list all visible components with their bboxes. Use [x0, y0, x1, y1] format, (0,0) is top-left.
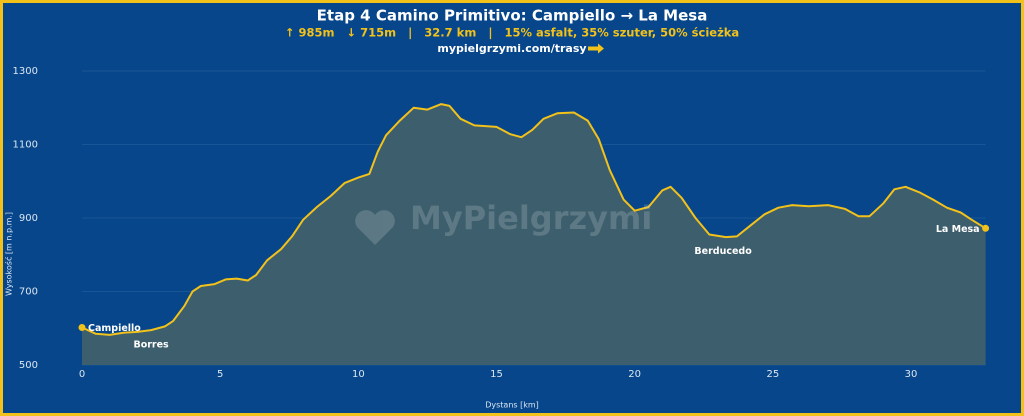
y-tick-label: 1300 [13, 66, 38, 77]
place-label: Campiello [88, 323, 141, 334]
y-tick-label: 900 [19, 213, 38, 224]
link-arrow [588, 43, 604, 54]
x-axis-label: Dystans [km] [485, 401, 539, 410]
x-tick-label: 30 [905, 369, 918, 380]
watermark: MyPielgrzymi [355, 199, 652, 245]
x-tick-label: 10 [352, 369, 365, 380]
y-axis-label: Wysokość [m n.p.m.] [4, 212, 14, 296]
y-tick-label: 500 [19, 360, 38, 371]
chart-title: Etap 4 Camino Primitivo: Campiello → La … [317, 7, 708, 25]
area-fill [82, 104, 986, 365]
endpoint-marker [78, 324, 86, 332]
elevation-line [81, 103, 987, 336]
x-tick-label: 15 [490, 369, 503, 380]
watermark-logo [355, 210, 395, 245]
x-tick-label: 25 [766, 369, 779, 380]
y-tick-label: 700 [19, 287, 38, 298]
endpoint-marker [982, 224, 990, 232]
link[interactable]: mypielgrzymi.com/trasy [437, 42, 586, 55]
watermark-text: MyPielgrzymi [410, 199, 652, 237]
chart-subtitle: ↑ 985m ↓ 715m | 32.7 km | 15% asfalt, 35… [285, 26, 739, 40]
place-label: La Mesa [936, 224, 980, 235]
y-tick-label: 1100 [13, 140, 38, 151]
place-label: Berducedo [694, 246, 752, 257]
plot: 500 700 900 1100 1300 0 5 10 15 20 25 30 Campiello Bo… [13, 66, 990, 380]
x-tick-label: 20 [628, 369, 641, 380]
place-label: Borres [133, 340, 169, 351]
x-tick-label: 5 [217, 369, 223, 380]
x-tick-label: 0 [79, 369, 85, 380]
